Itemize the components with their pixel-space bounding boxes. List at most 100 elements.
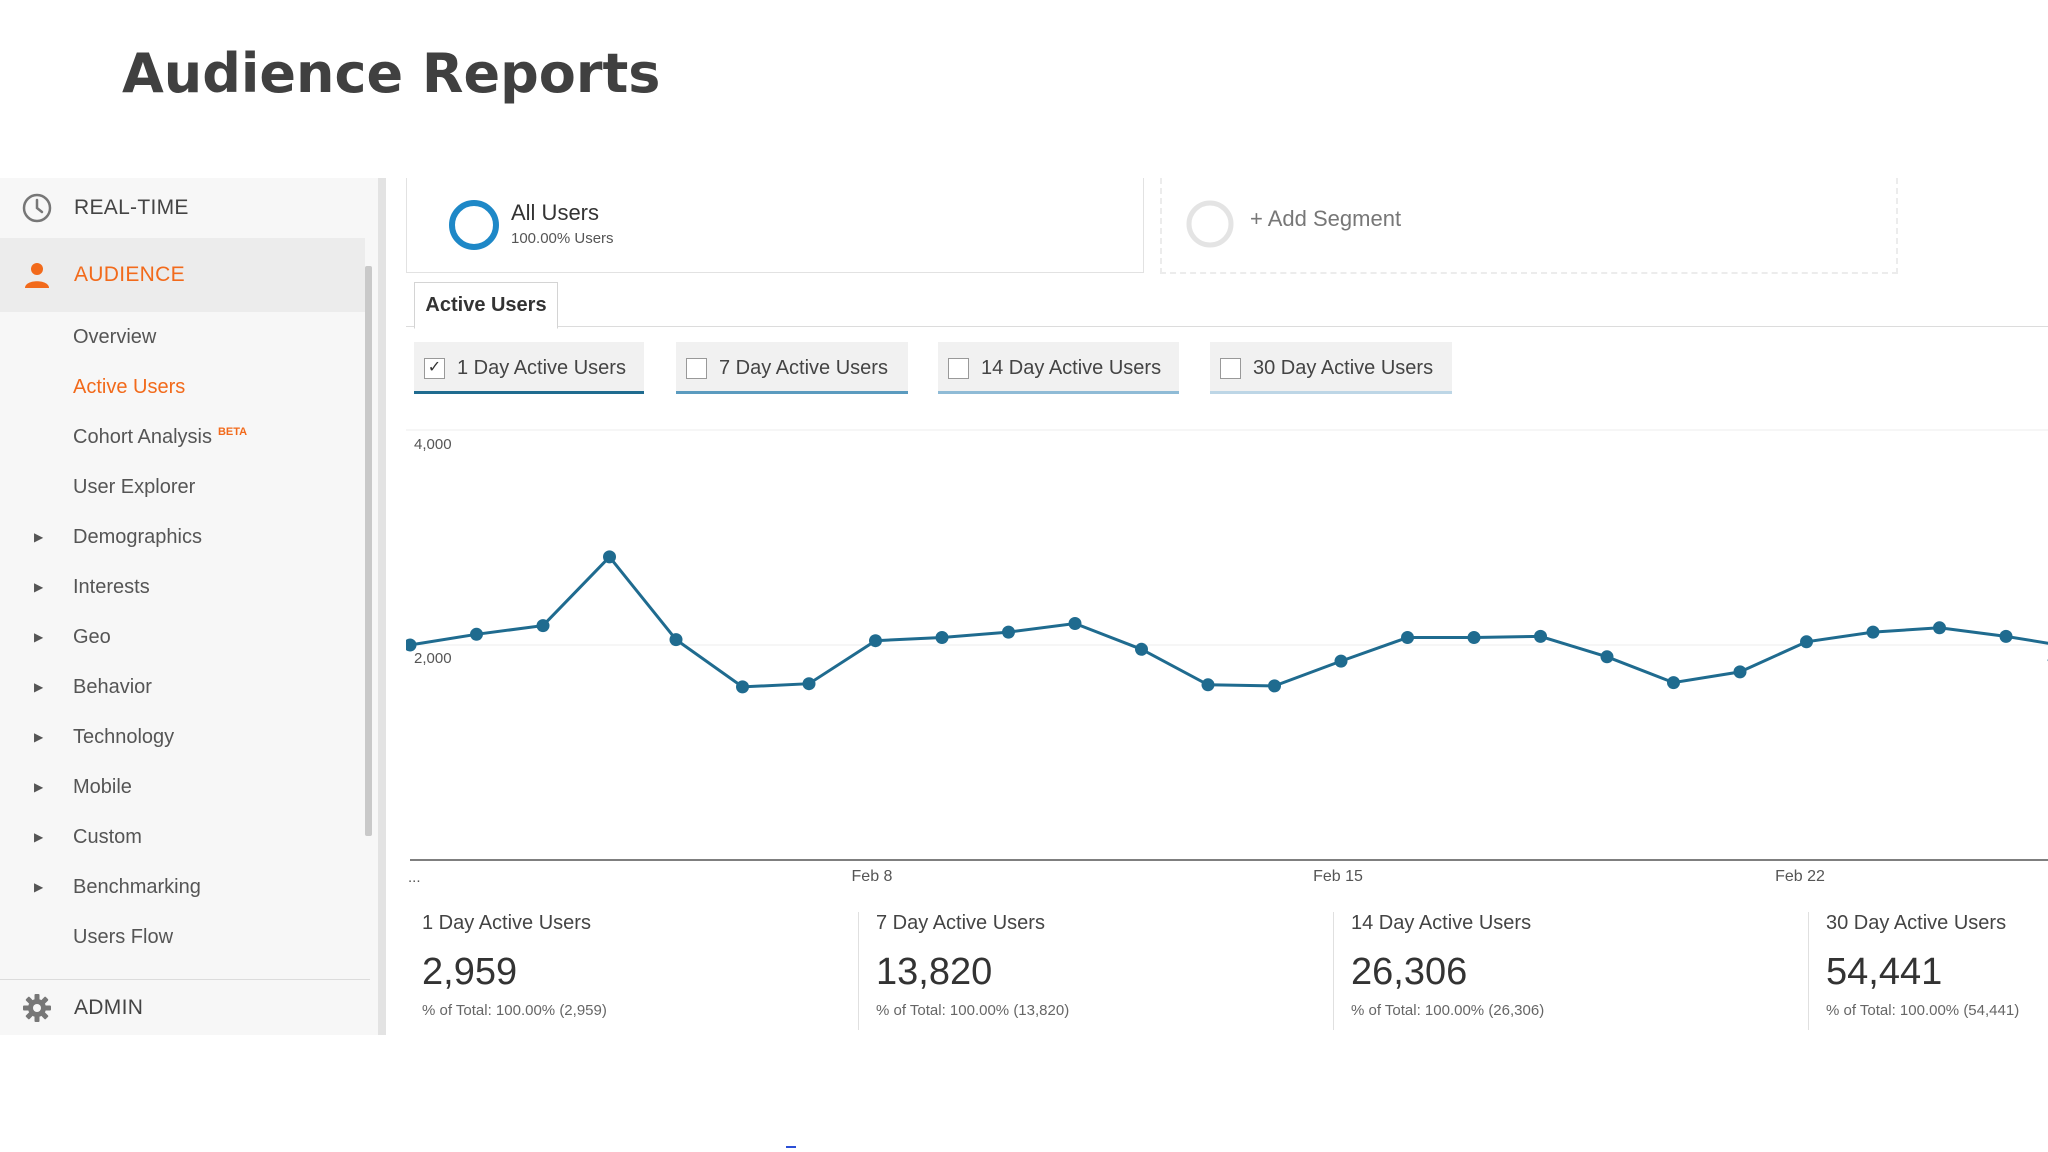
- tab-strip-line: [406, 326, 2048, 327]
- sidebar-divider: [0, 979, 370, 980]
- metric-chip-30day[interactable]: 30 Day Active Users: [1210, 342, 1452, 394]
- segment-name: All Users: [511, 200, 600, 225]
- data-point[interactable]: [1467, 631, 1481, 644]
- caret-right-icon[interactable]: ▶: [34, 580, 44, 594]
- kpi-7day: 7 Day Active Users 13,820 % of Total: 10…: [876, 912, 1069, 1019]
- sidebar-subitem[interactable]: ▶ Technology: [0, 712, 365, 762]
- footer-link-mark: [786, 1146, 796, 1148]
- kpi-percent-total: % of Total: 100.00% (13,820): [876, 1002, 1070, 1019]
- segment-percentage: 100.00% Users: [511, 230, 614, 247]
- data-point[interactable]: [869, 634, 882, 648]
- sidebar-subitem-label: Custom: [73, 825, 142, 848]
- sidebar-item-admin[interactable]: ADMIN: [0, 980, 370, 1035]
- sidebar-subitem-label: Behavior: [73, 675, 152, 698]
- data-point[interactable]: [802, 677, 816, 691]
- kpi-value: 54,441: [1826, 951, 1943, 993]
- kpi-value: 2,959: [422, 951, 518, 993]
- metric-chip-color-bar: [676, 391, 908, 394]
- sidebar-subitem-label: Active Users: [73, 375, 186, 398]
- caret-right-icon[interactable]: ▶: [34, 830, 44, 844]
- sidebar-subitem[interactable]: ▶ Geo: [0, 612, 365, 662]
- caret-right-icon[interactable]: ▶: [34, 730, 44, 744]
- add-segment-label: + Add Segment: [1250, 206, 1402, 231]
- sidebar-subitem[interactable]: ▶ Benchmarking: [0, 862, 365, 912]
- metric-chip-14day[interactable]: 14 Day Active Users: [938, 342, 1179, 394]
- checkbox[interactable]: [1220, 357, 1241, 379]
- metric-chip-label: 14 Day Active Users: [981, 356, 1162, 379]
- caret-right-icon[interactable]: ▶: [34, 530, 44, 544]
- sidebar-subitem[interactable]: Cohort Analysis BETA: [0, 412, 365, 462]
- data-point[interactable]: [1268, 679, 1281, 693]
- data-point[interactable]: [603, 550, 616, 564]
- metric-chip-label: 30 Day Active Users: [1253, 356, 1434, 379]
- sidebar-scrollbar[interactable]: [365, 266, 372, 836]
- segment-all-users[interactable]: All Users 100.00% Users: [406, 178, 1144, 273]
- series-layer: [403, 550, 2048, 694]
- data-point[interactable]: [1933, 621, 1946, 635]
- empty-segment-ring-icon: [1186, 200, 1234, 248]
- data-point[interactable]: [1534, 629, 1547, 643]
- data-point[interactable]: [1135, 642, 1148, 656]
- data-point[interactable]: [403, 638, 417, 652]
- sidebar-subitem-label: Demographics: [73, 525, 202, 548]
- x-tick-label: ...: [408, 869, 421, 886]
- metric-chip-label: 1 Day Active Users: [457, 356, 626, 379]
- checkbox[interactable]: [948, 357, 969, 379]
- caret-right-icon[interactable]: ▶: [34, 880, 44, 894]
- sidebar-subitem[interactable]: ▶ Mobile: [0, 762, 365, 812]
- data-point[interactable]: [1999, 629, 2013, 643]
- data-point[interactable]: [470, 627, 483, 641]
- x-tick-label: Feb 22: [1775, 868, 1825, 885]
- segment-ring-icon: [449, 200, 499, 250]
- tab-active-users[interactable]: Active Users: [414, 282, 558, 329]
- data-point[interactable]: [736, 680, 749, 694]
- data-point[interactable]: [1401, 631, 1414, 644]
- data-point[interactable]: [1800, 635, 1813, 649]
- sidebar-subitem[interactable]: ▶ Demographics: [0, 512, 365, 562]
- sidebar-subitem[interactable]: Users Flow: [0, 912, 365, 962]
- sidebar-item-realtime[interactable]: REAL-TIME: [0, 178, 370, 238]
- kpi-30day: 30 Day Active Users 54,441 % of Total: 1…: [1826, 912, 2019, 1019]
- sidebar-subitem-label: Geo: [73, 625, 111, 648]
- metric-chip-7day[interactable]: 7 Day Active Users: [676, 342, 908, 394]
- kpi-percent-total: % of Total: 100.00% (54,441): [1826, 1002, 2020, 1019]
- data-point[interactable]: [1733, 665, 1747, 679]
- sidebar-subitem[interactable]: Active Users: [0, 362, 365, 412]
- kpi-divider: [1333, 912, 1334, 1030]
- sidebar-subitem-label: User Explorer: [73, 475, 196, 498]
- add-segment-button[interactable]: + Add Segment: [1160, 178, 1898, 274]
- data-point[interactable]: [1600, 650, 1614, 664]
- sidebar-subitem[interactable]: Overview: [0, 312, 365, 362]
- kpi-1day: 1 Day Active Users 2,959 % of Total: 100…: [422, 912, 607, 1019]
- sidebar-item-audience[interactable]: AUDIENCE: [0, 238, 365, 312]
- data-point[interactable]: [1002, 625, 1015, 639]
- sidebar-subitem[interactable]: ▶ Interests: [0, 562, 365, 612]
- checkbox[interactable]: ✓: [424, 357, 445, 379]
- data-point[interactable]: [669, 633, 683, 647]
- caret-right-icon[interactable]: ▶: [34, 630, 44, 644]
- y-tick-label: 2,000: [414, 650, 452, 667]
- data-point[interactable]: [1866, 625, 1880, 639]
- kpi-value: 13,820: [876, 951, 993, 993]
- data-point[interactable]: [1667, 676, 1680, 690]
- checkbox[interactable]: [686, 357, 707, 379]
- caret-right-icon[interactable]: ▶: [34, 780, 44, 794]
- metric-chip-color-bar: [414, 391, 644, 394]
- sidebar-subitem[interactable]: User Explorer: [0, 462, 365, 512]
- series-line: [409, 554, 2048, 689]
- caret-right-icon[interactable]: ▶: [34, 680, 44, 694]
- data-point[interactable]: [1334, 654, 1348, 668]
- data-point[interactable]: [1068, 617, 1082, 630]
- x-tick-label: Feb 8: [852, 868, 893, 885]
- metric-chip-1day[interactable]: ✓ 1 Day Active Users: [414, 342, 644, 394]
- data-point[interactable]: [935, 631, 949, 644]
- data-point[interactable]: [1201, 678, 1215, 692]
- data-point[interactable]: [536, 619, 550, 633]
- metric-chip-color-bar: [1210, 391, 1452, 394]
- sidebar-subitem[interactable]: ▶ Custom: [0, 812, 365, 862]
- sidebar-subitem[interactable]: ▶ Behavior: [0, 662, 365, 712]
- y-tick-label: 4,000: [414, 436, 452, 453]
- sidebar-subnav: Overview Active Users Cohort Analysis BETA U…: [0, 312, 365, 962]
- sidebar-subitem-label: Cohort Analysis BETA: [73, 425, 248, 448]
- kpi-label: 7 Day Active Users: [876, 912, 1045, 934]
